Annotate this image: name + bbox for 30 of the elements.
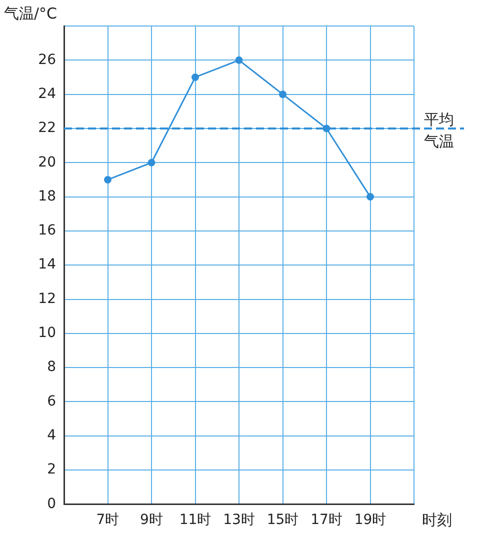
y-tick-label: 10 (38, 325, 56, 342)
point (235, 56, 243, 64)
x-tick-label: 15时 (266, 512, 299, 528)
y-tick-label: 14 (38, 256, 56, 273)
x-tick-label: 17时 (310, 512, 342, 528)
point (148, 158, 156, 166)
x-tick-label: 19时 (354, 512, 386, 528)
x-tick-label: 13时 (223, 512, 255, 528)
y-tick-label: 6 (47, 393, 56, 410)
x-axis-title: 时刻 (422, 511, 452, 530)
y-tick-label: 8 (47, 359, 56, 376)
y-tick-label: 2 (47, 462, 56, 478)
y-tick-label: 18 (38, 188, 56, 204)
y-tick-label: 24 (38, 86, 56, 102)
y-tick-label: 16 (38, 222, 56, 239)
y-tick-label: 0 (47, 496, 56, 512)
point (192, 73, 199, 81)
y-tick-label: 12 (38, 290, 56, 307)
ref-line-label: 平均气温 (424, 110, 454, 150)
x-tick-label: 7时 (96, 512, 120, 528)
y-axis-title: 气温/°C (4, 4, 58, 22)
point (279, 90, 286, 98)
point (366, 193, 374, 201)
y-tick-label: 22 (38, 120, 56, 136)
y-tick-label: 4 (47, 428, 56, 444)
x-tick-label: 9时 (140, 512, 163, 528)
y-tick-label: 20 (38, 154, 56, 170)
x-tick-label: 11时 (179, 512, 212, 528)
point (104, 176, 112, 184)
y-tick-label: 26 (38, 52, 56, 68)
